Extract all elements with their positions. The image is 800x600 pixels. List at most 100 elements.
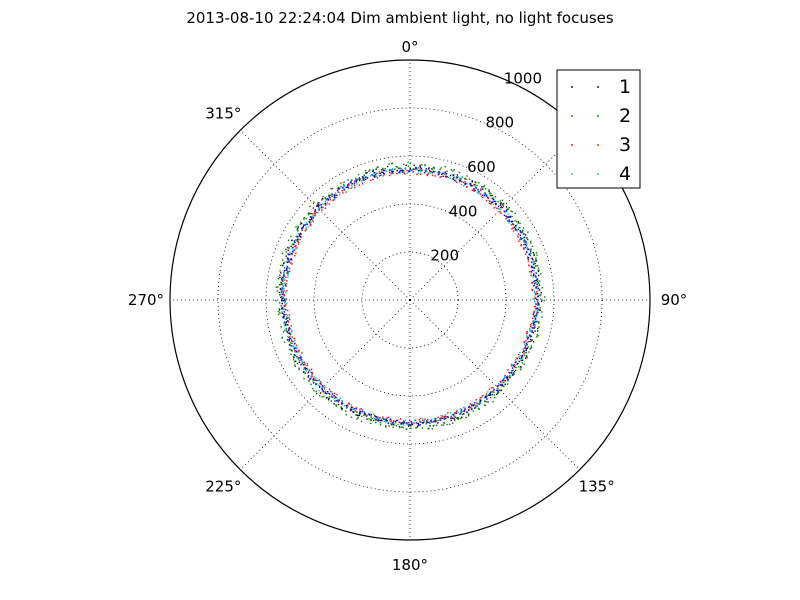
r-tick-label: 1000 — [504, 69, 542, 87]
data-point — [313, 390, 315, 392]
data-point — [408, 419, 411, 422]
data-point — [489, 193, 492, 195]
data-point — [525, 342, 528, 345]
data-point — [516, 224, 518, 226]
data-point — [431, 174, 434, 177]
data-point — [537, 322, 540, 324]
data-point — [282, 307, 285, 310]
data-point — [283, 341, 286, 343]
data-point — [338, 194, 341, 196]
data-point — [533, 315, 536, 318]
data-point — [473, 189, 475, 191]
data-point — [488, 202, 491, 205]
data-point — [529, 340, 531, 343]
data-point — [282, 300, 284, 302]
data-point — [338, 400, 340, 402]
data-point — [536, 310, 539, 312]
data-point — [283, 273, 285, 275]
data-point — [434, 171, 436, 173]
data-point — [305, 217, 307, 220]
data-point — [422, 418, 424, 420]
data-point — [488, 190, 490, 193]
data-point — [316, 205, 319, 208]
data-point — [279, 294, 281, 296]
data-point — [467, 413, 470, 415]
data-point — [399, 423, 402, 425]
data-point — [335, 196, 337, 199]
data-point — [454, 416, 457, 418]
data-point — [417, 424, 420, 426]
data-point — [526, 336, 528, 339]
data-point — [458, 171, 461, 174]
data-point — [390, 423, 392, 425]
data-point — [445, 413, 447, 416]
data-point — [491, 197, 494, 200]
data-point — [284, 321, 286, 323]
data-point — [482, 394, 484, 397]
theta-gridline-45 — [409, 130, 580, 301]
data-point — [347, 179, 349, 181]
data-point — [300, 226, 303, 229]
data-point — [495, 202, 497, 205]
data-point — [318, 379, 321, 381]
data-point — [391, 424, 393, 426]
data-point — [426, 174, 429, 177]
data-point — [419, 420, 421, 422]
data-point — [327, 399, 330, 401]
data-point — [376, 418, 378, 420]
data-point — [419, 169, 422, 172]
data-point — [541, 311, 543, 313]
data-point — [514, 369, 517, 372]
data-point — [282, 308, 284, 310]
data-point — [283, 267, 286, 269]
data-point — [322, 203, 324, 205]
data-point — [311, 373, 313, 376]
data-point — [523, 350, 525, 352]
data-point — [493, 207, 495, 209]
data-point — [282, 292, 285, 295]
data-point — [489, 200, 491, 203]
data-point — [516, 357, 518, 359]
data-point — [321, 199, 323, 201]
data-point — [491, 201, 494, 203]
data-point — [395, 419, 398, 422]
data-point — [491, 393, 493, 396]
data-point — [286, 289, 288, 292]
data-point — [312, 387, 314, 390]
data-layer — [274, 161, 546, 430]
data-point — [375, 415, 378, 418]
data-point — [527, 258, 529, 261]
data-point — [515, 366, 517, 369]
data-point — [377, 418, 380, 420]
data-point — [323, 388, 326, 390]
data-point — [420, 167, 423, 170]
data-point — [473, 183, 475, 186]
data-point — [286, 265, 288, 268]
data-point — [537, 334, 539, 337]
data-point — [412, 171, 414, 173]
data-point — [413, 168, 415, 171]
data-point — [517, 353, 520, 356]
data-point — [365, 176, 368, 178]
data-point — [287, 276, 289, 278]
data-point — [523, 347, 526, 349]
data-point — [353, 184, 356, 187]
data-point — [453, 419, 456, 421]
data-point — [501, 381, 503, 384]
data-point — [472, 410, 474, 412]
data-point — [281, 297, 283, 300]
data-point — [419, 166, 421, 169]
data-point — [430, 418, 433, 420]
data-point — [517, 227, 520, 229]
data-point — [336, 393, 338, 396]
data-point — [536, 293, 539, 295]
theta-tick-label: 0° — [401, 38, 418, 56]
data-point — [497, 205, 500, 208]
data-point — [534, 276, 536, 278]
data-point — [530, 340, 532, 342]
data-point — [527, 248, 530, 251]
data-point — [320, 206, 323, 209]
data-point — [294, 365, 297, 368]
data-point — [279, 312, 281, 314]
data-point — [498, 210, 501, 213]
